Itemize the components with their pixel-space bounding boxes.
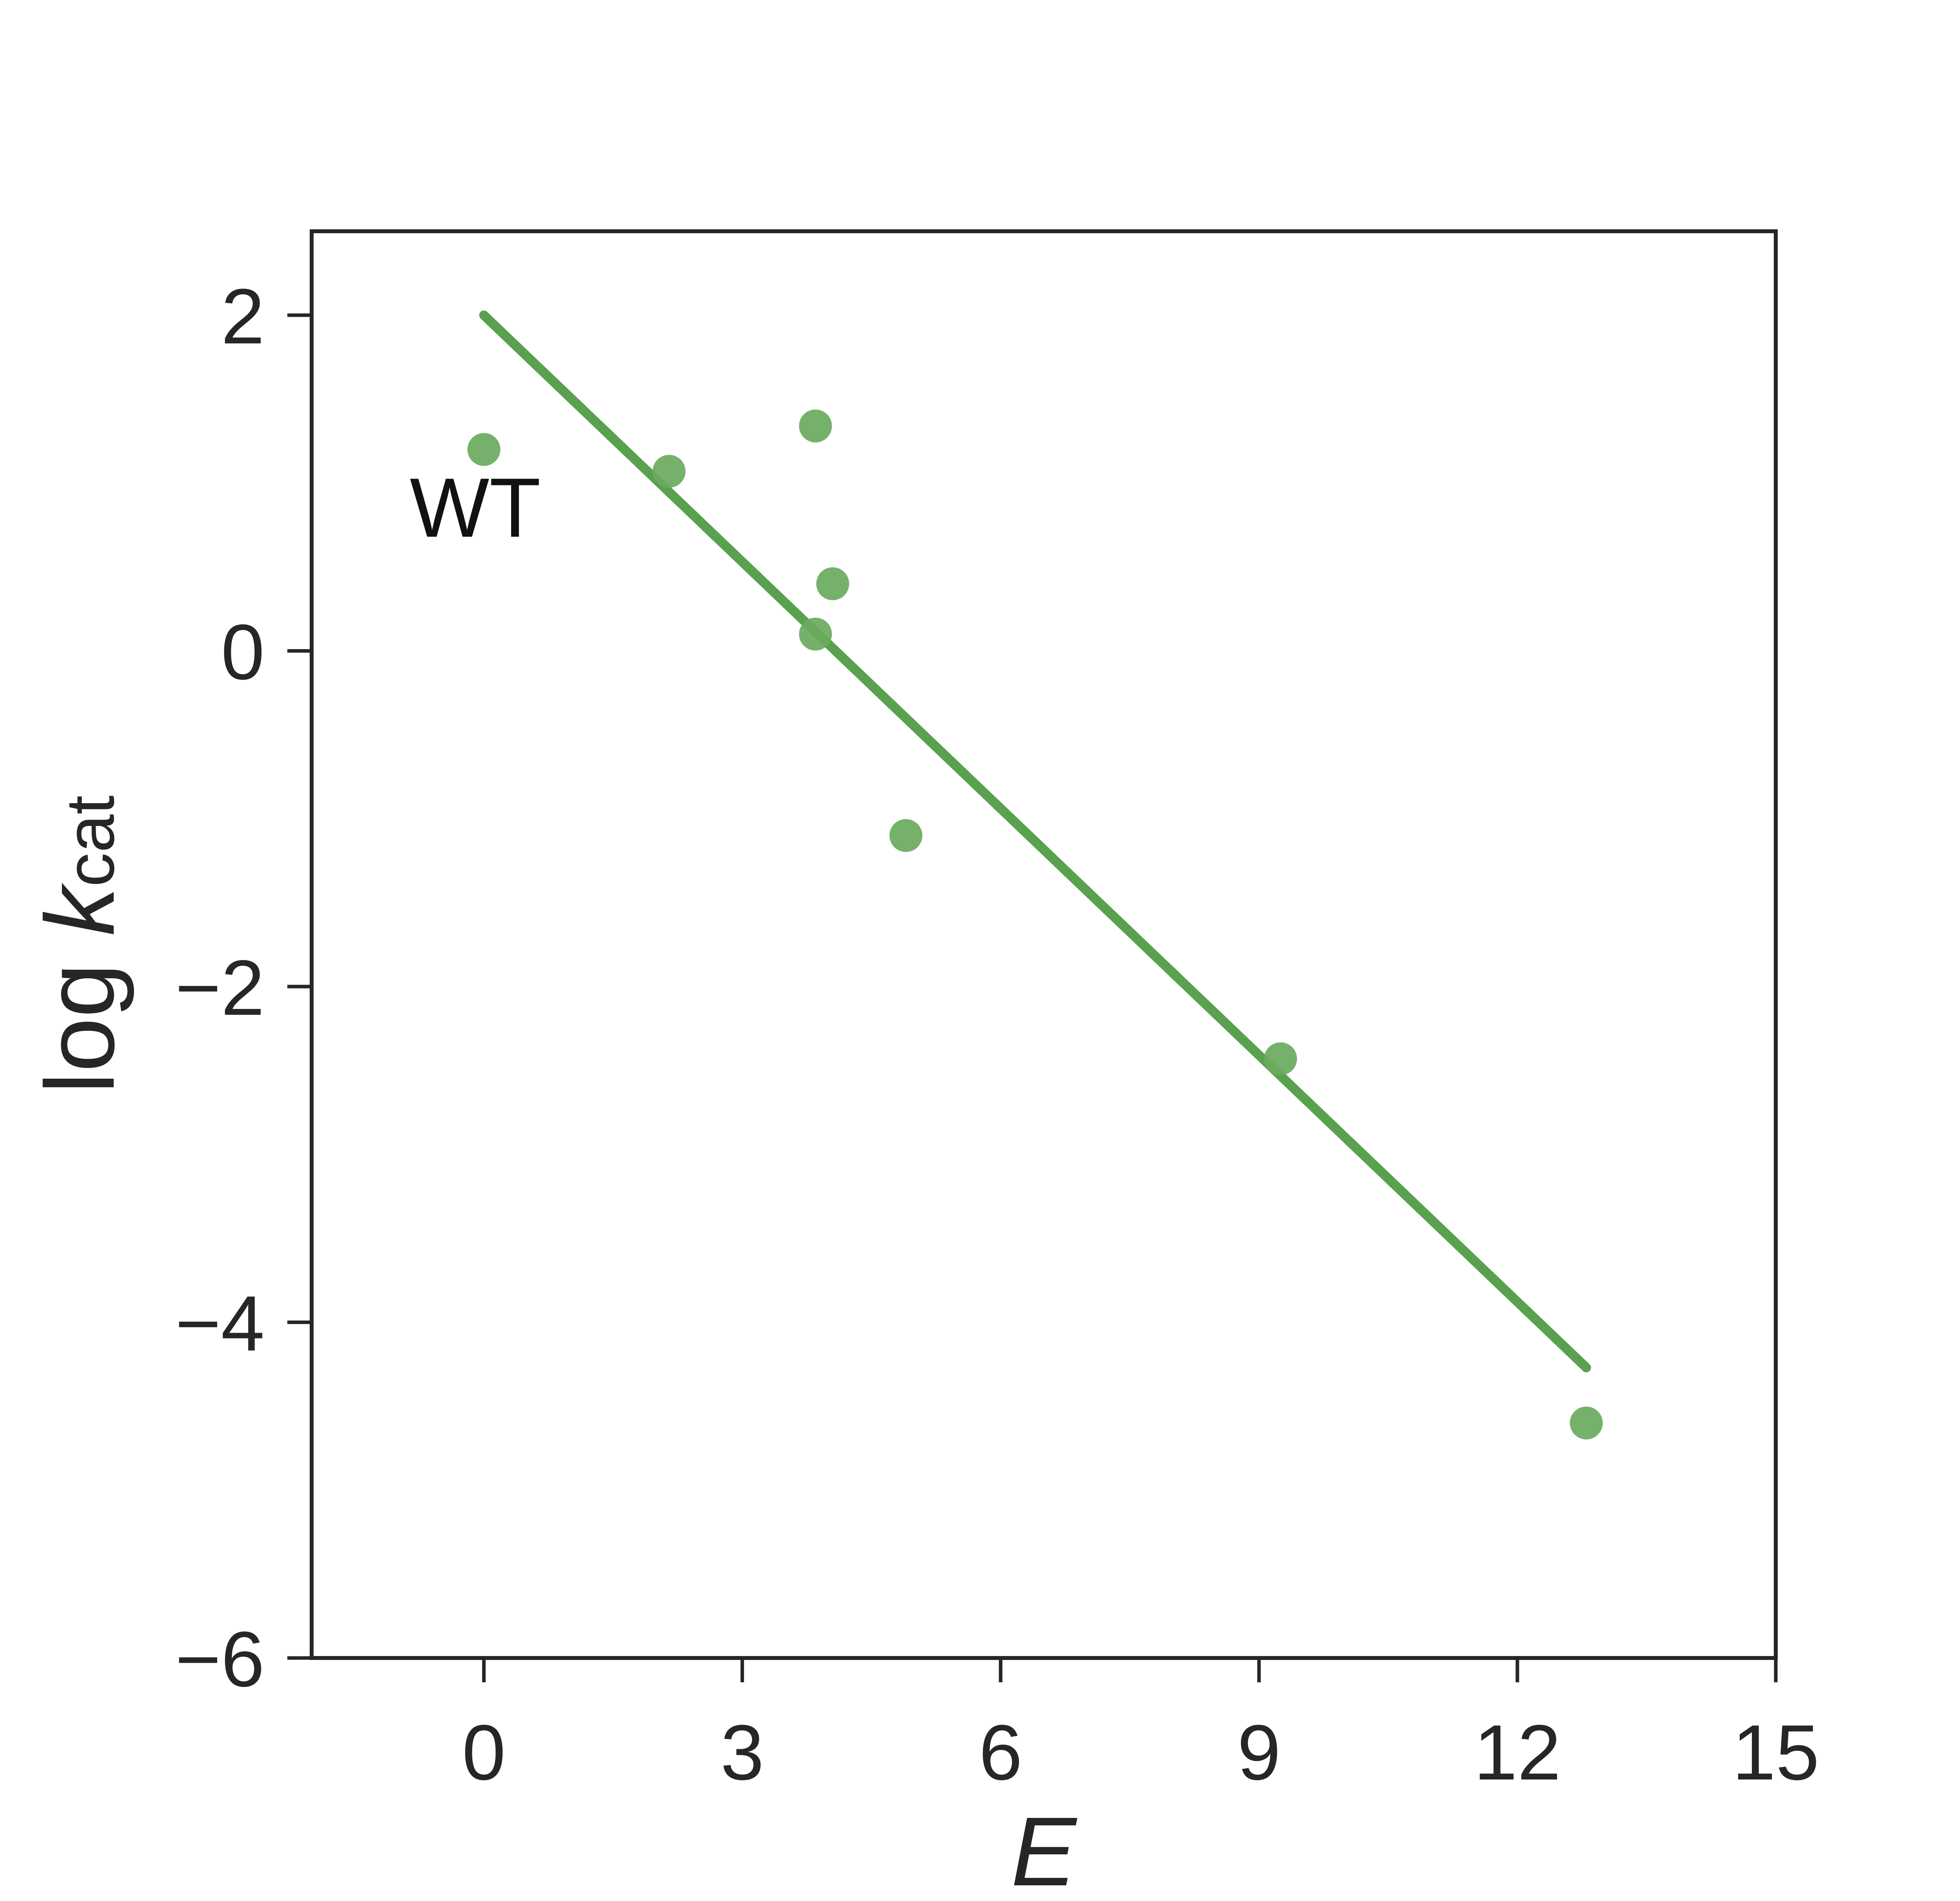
data-point: [799, 409, 832, 443]
x-tick-label: 3: [720, 1709, 764, 1796]
data-point: [889, 819, 922, 852]
wt-annotation: WT: [410, 460, 541, 555]
y-tick-label: −2: [175, 944, 265, 1032]
plot-frame: [310, 229, 1778, 1660]
data-point: [1264, 1042, 1297, 1076]
fit-line-layer: [479, 310, 1591, 1373]
x-tick-label: 12: [1474, 1709, 1561, 1796]
x-tick-label: 9: [1237, 1709, 1281, 1796]
annotations: WT: [410, 460, 541, 555]
y-axis-label-italic: k: [25, 883, 134, 936]
data-points: [467, 409, 1603, 1440]
data-point: [652, 455, 686, 488]
x-tick-label: 15: [1732, 1709, 1819, 1796]
y-tick-label: 0: [221, 609, 265, 696]
x-tick-label: 0: [462, 1709, 506, 1796]
tick-labels: 0 3 6 9 12 15 2 0 −2 −4 −6: [175, 273, 1819, 1796]
y-tick-label: −4: [175, 1280, 265, 1368]
y-tick-label: 2: [221, 273, 265, 360]
x-tick-label: 6: [979, 1709, 1022, 1796]
data-point: [1570, 1406, 1603, 1440]
data-point: [816, 567, 849, 600]
y-axis-label-main: log: [25, 936, 134, 1094]
y-axis-label-subscript: cat: [52, 795, 129, 887]
y-axis-label: log kcat: [25, 795, 134, 1094]
data-point: [799, 617, 832, 651]
axis-ticks: [287, 313, 1778, 1682]
x-axis-label: E: [1011, 1797, 1078, 1901]
data-point: [467, 433, 501, 466]
fit-line: [479, 310, 1591, 1373]
y-tick-label: −6: [175, 1616, 265, 1703]
